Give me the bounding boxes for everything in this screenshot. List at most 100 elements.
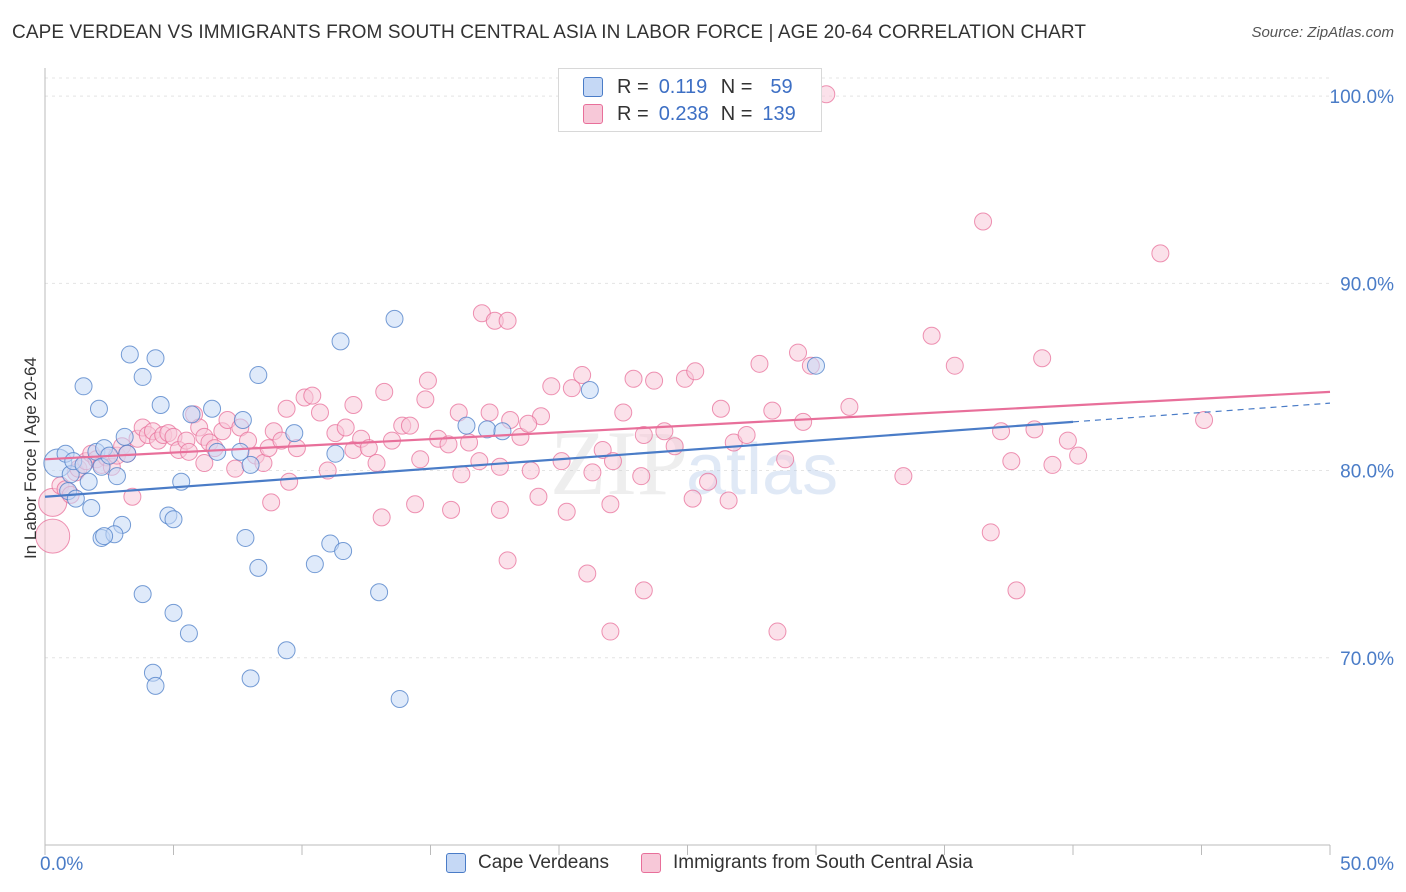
y-tick-label: 70.0%: [1340, 649, 1394, 670]
data-point: [334, 542, 353, 561]
data-point: [578, 564, 597, 583]
data-point: [789, 343, 808, 362]
data-point: [133, 585, 152, 604]
data-point: [115, 427, 134, 446]
data-point: [146, 676, 165, 695]
legend-name: Immigrants from South Central Asia: [673, 852, 973, 873]
data-point: [711, 399, 730, 418]
legend-r-label: R =: [617, 102, 649, 125]
legend-r-label: R =: [617, 75, 649, 98]
data-point: [231, 442, 250, 461]
legend-n-label: N =: [720, 75, 753, 98]
data-point: [1007, 581, 1026, 600]
legend-swatch-pink: [641, 853, 661, 873]
data-point: [241, 455, 260, 474]
data-point: [226, 459, 245, 478]
data-point: [326, 444, 345, 463]
data-point: [945, 356, 964, 375]
data-point: [894, 467, 913, 486]
series-immigrants-south-central-asia: [35, 85, 1214, 641]
data-point: [241, 669, 260, 688]
data-point: [776, 450, 795, 469]
data-point: [385, 309, 404, 328]
data-point: [344, 396, 363, 415]
data-point: [498, 551, 517, 570]
data-point: [557, 502, 576, 521]
data-point: [416, 390, 435, 409]
data-point: [452, 465, 471, 484]
data-point: [74, 377, 93, 396]
data-point: [133, 367, 152, 386]
data-point: [249, 558, 268, 577]
data-point: [74, 455, 93, 474]
data-point: [632, 467, 651, 486]
data-point: [146, 349, 165, 368]
data-point: [123, 487, 142, 506]
data-point: [624, 369, 643, 388]
data-point: [519, 414, 538, 433]
x-tick-label-max: 50.0%: [1340, 854, 1394, 875]
legend-name: Cape Verdeans: [478, 852, 609, 873]
data-point: [470, 452, 489, 471]
data-point: [89, 399, 108, 418]
trend-lines: [44, 390, 1331, 498]
data-point: [840, 397, 859, 416]
trend-line-cape-verdeans-extension: [1072, 402, 1331, 423]
data-point: [1195, 410, 1214, 429]
data-point: [439, 435, 458, 454]
data-point: [372, 508, 391, 527]
data-point: [107, 467, 126, 486]
legend-n-value: 59: [770, 75, 793, 98]
data-point: [737, 425, 756, 444]
data-point: [552, 452, 571, 471]
data-point: [236, 528, 255, 547]
data-point: [367, 454, 386, 473]
data-point: [719, 491, 738, 510]
data-point: [601, 622, 620, 641]
data-point: [529, 487, 548, 506]
data-point: [277, 399, 296, 418]
data-point: [82, 498, 101, 517]
legend-swatch-pink: [583, 104, 603, 124]
series-legend: Cape Verdeans Immigrants from South Cent…: [446, 852, 1005, 874]
data-point: [442, 500, 461, 519]
trend-line-immigrants: [44, 390, 1331, 461]
data-point: [208, 442, 227, 461]
data-point: [794, 412, 813, 431]
data-point: [262, 493, 281, 512]
data-point: [79, 472, 98, 491]
trend-line-cape-verdeans: [44, 420, 1074, 498]
data-point: [593, 440, 612, 459]
data-point: [406, 495, 425, 514]
data-point: [768, 622, 787, 641]
data-point: [287, 439, 306, 458]
data-point: [1058, 431, 1077, 450]
data-point: [233, 410, 252, 429]
data-point: [66, 489, 85, 508]
data-point: [1033, 349, 1052, 368]
source-credit: Source: ZipAtlas.com: [1251, 24, 1394, 41]
y-tick-label: 80.0%: [1340, 462, 1394, 483]
data-point: [151, 396, 170, 415]
data-point: [331, 332, 350, 351]
data-point: [634, 581, 653, 600]
data-point: [95, 527, 114, 546]
y-tick-label: 100.0%: [1330, 87, 1395, 108]
chart-title: CAPE VERDEAN VS IMMIGRANTS FROM SOUTH CE…: [12, 22, 1087, 43]
data-point: [645, 371, 664, 390]
legend-row-cape-verdeans: R = 0.119 N = 59: [583, 73, 793, 101]
data-point: [498, 311, 517, 330]
data-point: [750, 354, 769, 373]
data-point: [686, 362, 705, 381]
data-point: [164, 510, 183, 529]
data-point: [375, 382, 394, 401]
legend-item-immigrants: Immigrants from South Central Asia: [641, 852, 973, 874]
data-point: [303, 386, 322, 405]
data-point: [457, 416, 476, 435]
data-point: [336, 418, 355, 437]
legend-swatch-blue: [446, 853, 466, 873]
legend-r-value: 0.119: [658, 75, 708, 98]
data-point: [203, 399, 222, 418]
data-point: [400, 416, 419, 435]
